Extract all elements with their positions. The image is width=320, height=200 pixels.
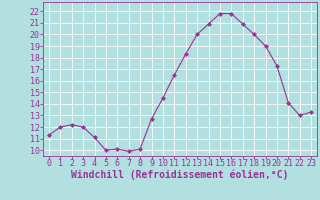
X-axis label: Windchill (Refroidissement éolien,°C): Windchill (Refroidissement éolien,°C) [71, 170, 289, 180]
